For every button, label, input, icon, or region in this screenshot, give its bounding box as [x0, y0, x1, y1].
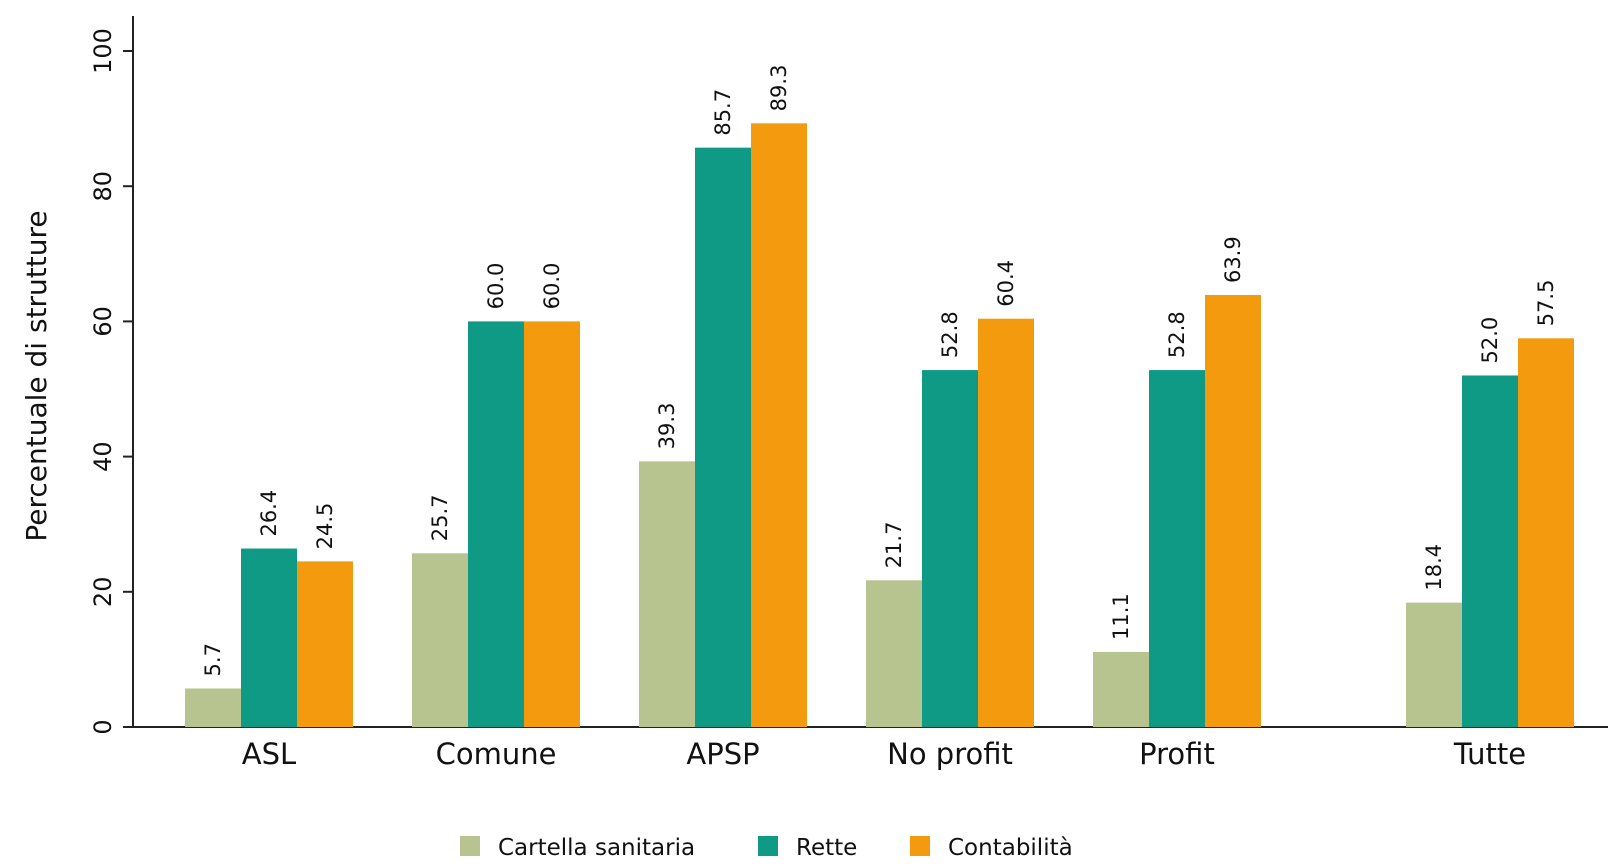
legend-item: Cartella sanitaria [460, 835, 695, 861]
data-label: 21.7 [882, 522, 906, 569]
bar [639, 461, 695, 727]
data-label: 57.5 [1534, 280, 1558, 327]
bar [1462, 375, 1518, 727]
bars [185, 123, 1574, 728]
data-label: 60.0 [540, 263, 564, 310]
bar [751, 123, 807, 727]
x-tick-label: APSP [686, 737, 759, 771]
legend-item: Rette [758, 835, 857, 861]
bar [866, 580, 922, 727]
x-tick-label: Profit [1139, 737, 1215, 771]
value-labels: 5.7 25.7 39.3 21.7 11.1 18.4 26.4 60.0 85.7 52.8 5… [201, 65, 1558, 677]
data-label: 39.3 [655, 403, 679, 450]
x-axis: ASL Comune APSP No profit Profit Tutte [133, 726, 1608, 771]
legend-label: Rette [796, 835, 857, 861]
data-label: 52.8 [1165, 311, 1189, 358]
x-tick-label: No profit [887, 737, 1013, 771]
data-label: 25.7 [428, 495, 452, 542]
data-label: 24.5 [313, 503, 337, 550]
bar [978, 318, 1034, 727]
bar [524, 321, 580, 727]
bar [241, 548, 297, 727]
bar [922, 370, 978, 727]
y-axis-label: Percentuale di strutture [20, 210, 53, 541]
bar [1518, 338, 1574, 727]
data-label: 18.4 [1422, 544, 1446, 591]
y-tick-label: 0 [89, 719, 117, 734]
y-tick-label: 20 [89, 577, 117, 608]
bar [468, 321, 524, 727]
bar [1149, 370, 1205, 727]
data-label: 5.7 [201, 643, 225, 676]
legend-swatch [910, 836, 930, 856]
data-label: 89.3 [767, 65, 791, 112]
data-label: 85.7 [711, 89, 735, 136]
y-tick-label: 80 [89, 171, 117, 202]
y-tick-label: 60 [89, 306, 117, 337]
bar [1205, 295, 1261, 727]
data-label: 63.9 [1221, 236, 1245, 283]
bar [185, 688, 241, 727]
x-tick-label: ASL [242, 737, 296, 771]
data-label: 52.0 [1478, 317, 1502, 364]
y-tick-label: 40 [89, 441, 117, 472]
y-axis: 0 20 40 60 80 100 [89, 16, 134, 735]
data-label: 52.8 [938, 311, 962, 358]
bar [412, 553, 468, 727]
bar [1406, 602, 1462, 727]
bar [695, 147, 751, 728]
legend-label: Contabilità [948, 835, 1073, 861]
legend-swatch [460, 836, 480, 856]
data-label: 26.4 [257, 490, 281, 537]
legend-item: Contabilità [910, 835, 1073, 861]
bar [297, 561, 353, 727]
legend-label: Cartella sanitaria [498, 835, 695, 861]
data-label: 11.1 [1109, 593, 1133, 640]
x-tick-label: Tutte [1453, 737, 1526, 771]
data-label: 60.4 [994, 260, 1018, 307]
bar [1093, 651, 1149, 727]
y-tick-label: 100 [89, 28, 117, 74]
x-tick-label: Comune [436, 737, 557, 771]
legend: Cartella sanitaria Rette Contabilità [460, 835, 1073, 861]
legend-swatch [758, 836, 778, 856]
data-label: 60.0 [484, 263, 508, 310]
